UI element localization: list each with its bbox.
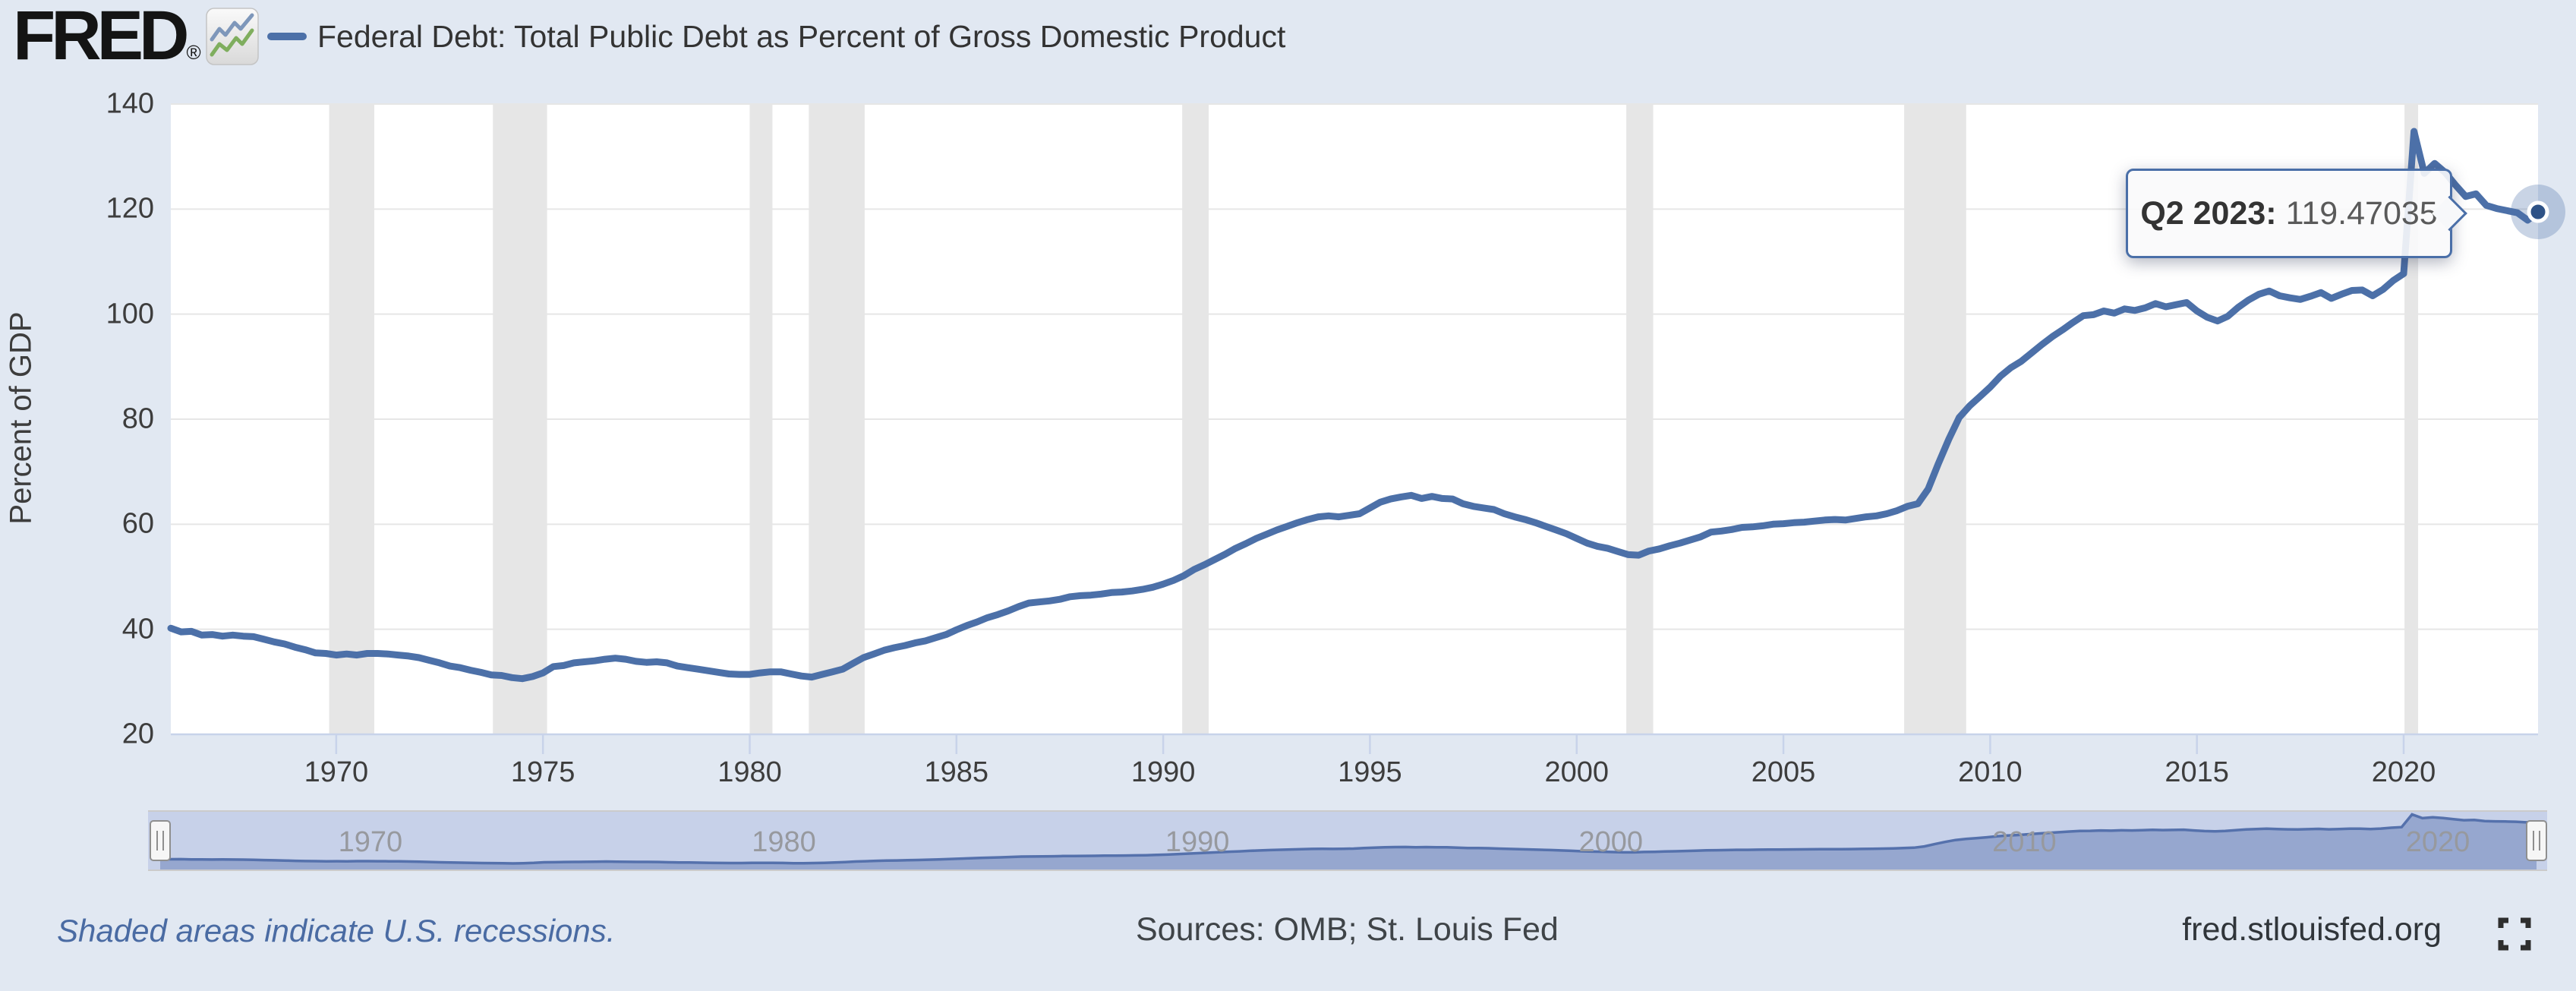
data-point-tooltip: Q2 2023: 119.47035 bbox=[2126, 169, 2452, 258]
fullscreen-icon[interactable] bbox=[2498, 917, 2531, 951]
range-slider-right-handle[interactable] bbox=[2526, 820, 2547, 861]
x-axis-tick-label: 1970 bbox=[304, 756, 369, 788]
y-axis-tick-label: 140 bbox=[106, 87, 154, 120]
sources-text: Sources: OMB; St. Louis Fed bbox=[1136, 911, 1559, 948]
range-slider-line bbox=[159, 813, 2537, 865]
x-axis-tick-label: 2020 bbox=[2371, 756, 2436, 788]
range-slider-year-label: 1980 bbox=[752, 826, 816, 858]
x-axis-tick-label: 2005 bbox=[1751, 756, 1816, 788]
tooltip-value: 119.47035 bbox=[2285, 194, 2438, 232]
x-axis-tick-label: 1995 bbox=[1338, 756, 1402, 788]
registered-trademark-icon: ® bbox=[186, 41, 201, 64]
tooltip-period-label: Q2 2023: bbox=[2140, 194, 2277, 232]
fred-logo-text: FRED bbox=[13, 0, 189, 74]
x-axis-tick-label: 1990 bbox=[1130, 756, 1196, 788]
x-axis-tick-label: 2015 bbox=[2165, 756, 2229, 788]
y-axis-tick-label: 120 bbox=[106, 192, 154, 225]
range-slider-area bbox=[160, 814, 2537, 870]
y-axis-tick-label: 60 bbox=[121, 507, 154, 540]
range-slider-year-label: 2020 bbox=[2405, 826, 2470, 858]
recession-shading-note: Shaded areas indicate U.S. recessions. bbox=[57, 913, 616, 948]
fred-sparkline-icon bbox=[205, 8, 259, 69]
x-axis-tick-label: 1975 bbox=[510, 756, 575, 788]
fred-logo: FRED ® bbox=[13, 0, 259, 74]
range-slider-year-label: 1970 bbox=[338, 826, 403, 858]
y-axis-tick-label: 100 bbox=[106, 298, 154, 330]
y-axis-tick-label: 40 bbox=[121, 613, 154, 645]
series-line[interactable] bbox=[167, 128, 2542, 683]
x-axis-tick-label: 1980 bbox=[717, 756, 782, 788]
y-axis-tick-label: 20 bbox=[121, 718, 154, 750]
series-legend: Federal Debt: Total Public Debt as Perce… bbox=[267, 17, 1285, 56]
range-slider-year-label: 2000 bbox=[1578, 826, 1644, 858]
range-slider-year-label: 1990 bbox=[1165, 826, 1230, 858]
site-link[interactable]: fred.stlouisfed.org bbox=[2182, 911, 2442, 948]
range-slider-year-label: 2010 bbox=[1992, 826, 2057, 858]
range-slider-left-handle[interactable] bbox=[150, 820, 171, 861]
x-axis-tick-label: 1985 bbox=[924, 756, 989, 788]
series-legend-line-icon bbox=[267, 33, 307, 40]
y-axis-tick-label: 80 bbox=[121, 402, 154, 435]
x-axis-tick-label: 2010 bbox=[1958, 756, 2023, 788]
x-axis-tick-label: 2000 bbox=[1544, 756, 1610, 788]
series-legend-label: Federal Debt: Total Public Debt as Perce… bbox=[317, 18, 1286, 54]
endpoint-marker[interactable] bbox=[2527, 200, 2549, 223]
